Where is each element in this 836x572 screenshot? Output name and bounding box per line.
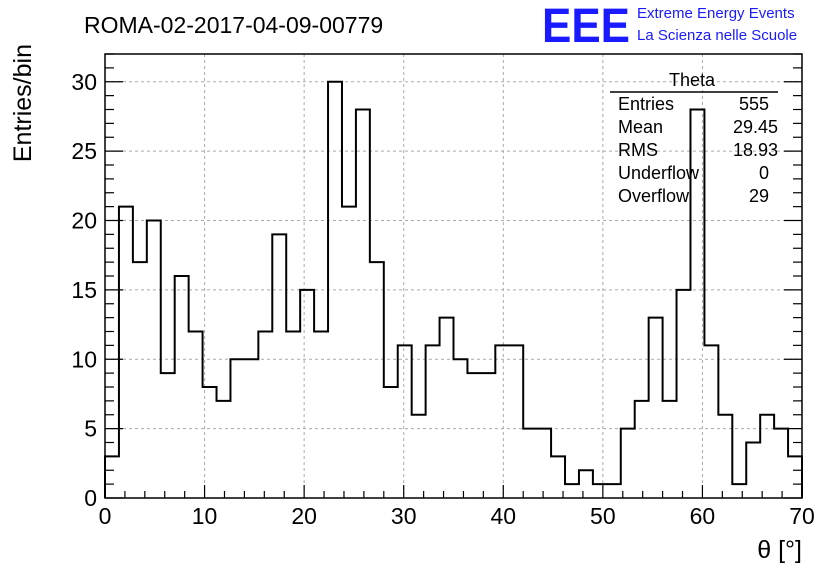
axis-ticks bbox=[104, 53, 803, 499]
x-tick-labels: 0 10 20 30 40 50 60 70 bbox=[99, 503, 815, 529]
y-axis-label: Entries/bin bbox=[9, 44, 37, 162]
y-tick-label: 25 bbox=[71, 138, 97, 164]
grid-lines bbox=[105, 54, 802, 498]
y-tick-label: 0 bbox=[84, 485, 97, 511]
x-tick-label: 70 bbox=[789, 503, 815, 529]
x-axis-label: θ [°] bbox=[757, 536, 802, 564]
x-tick-label: 30 bbox=[391, 503, 417, 529]
y-tick-label: 30 bbox=[71, 69, 97, 95]
x-tick-label: 50 bbox=[590, 503, 616, 529]
stats-title: Theta bbox=[669, 70, 716, 90]
stats-rms-value: 18.93 bbox=[733, 140, 778, 160]
y-tick-label: 5 bbox=[84, 416, 97, 442]
x-tick-label: 10 bbox=[192, 503, 218, 529]
stats-box: Theta Entries 555 Mean 29.45 RMS 18.93 U… bbox=[610, 70, 778, 206]
stats-underflow-label: Underflow bbox=[618, 163, 700, 183]
stats-entries-label: Entries bbox=[618, 94, 674, 114]
y-tick-label: 10 bbox=[71, 346, 97, 372]
stats-mean-label: Mean bbox=[618, 117, 663, 137]
plot-frame bbox=[104, 53, 803, 499]
logo-line-2: La Scienza nelle Scuole bbox=[637, 27, 797, 44]
stats-underflow-value: 0 bbox=[759, 163, 769, 183]
y-tick-label: 20 bbox=[71, 208, 97, 234]
x-tick-label: 20 bbox=[291, 503, 317, 529]
run-title: ROMA-02-2017-04-09-00779 bbox=[84, 12, 383, 38]
x-tick-label: 60 bbox=[690, 503, 716, 529]
x-tick-label: 40 bbox=[490, 503, 516, 529]
stats-entries-value: 555 bbox=[739, 94, 769, 114]
stats-overflow-label: Overflow bbox=[618, 186, 690, 206]
stats-mean-value: 29.45 bbox=[733, 117, 778, 137]
stats-rms-label: RMS bbox=[618, 140, 658, 160]
eee-logo-mark: EEE bbox=[542, 0, 630, 53]
histogram-line bbox=[104, 80, 803, 498]
x-tick-label: 0 bbox=[99, 503, 112, 529]
logo-line-1: Extreme Energy Events bbox=[637, 5, 795, 22]
y-tick-labels: 0 5 10 15 20 25 30 bbox=[71, 69, 97, 511]
y-tick-label: 15 bbox=[71, 277, 97, 303]
stats-overflow-value: 29 bbox=[749, 186, 769, 206]
